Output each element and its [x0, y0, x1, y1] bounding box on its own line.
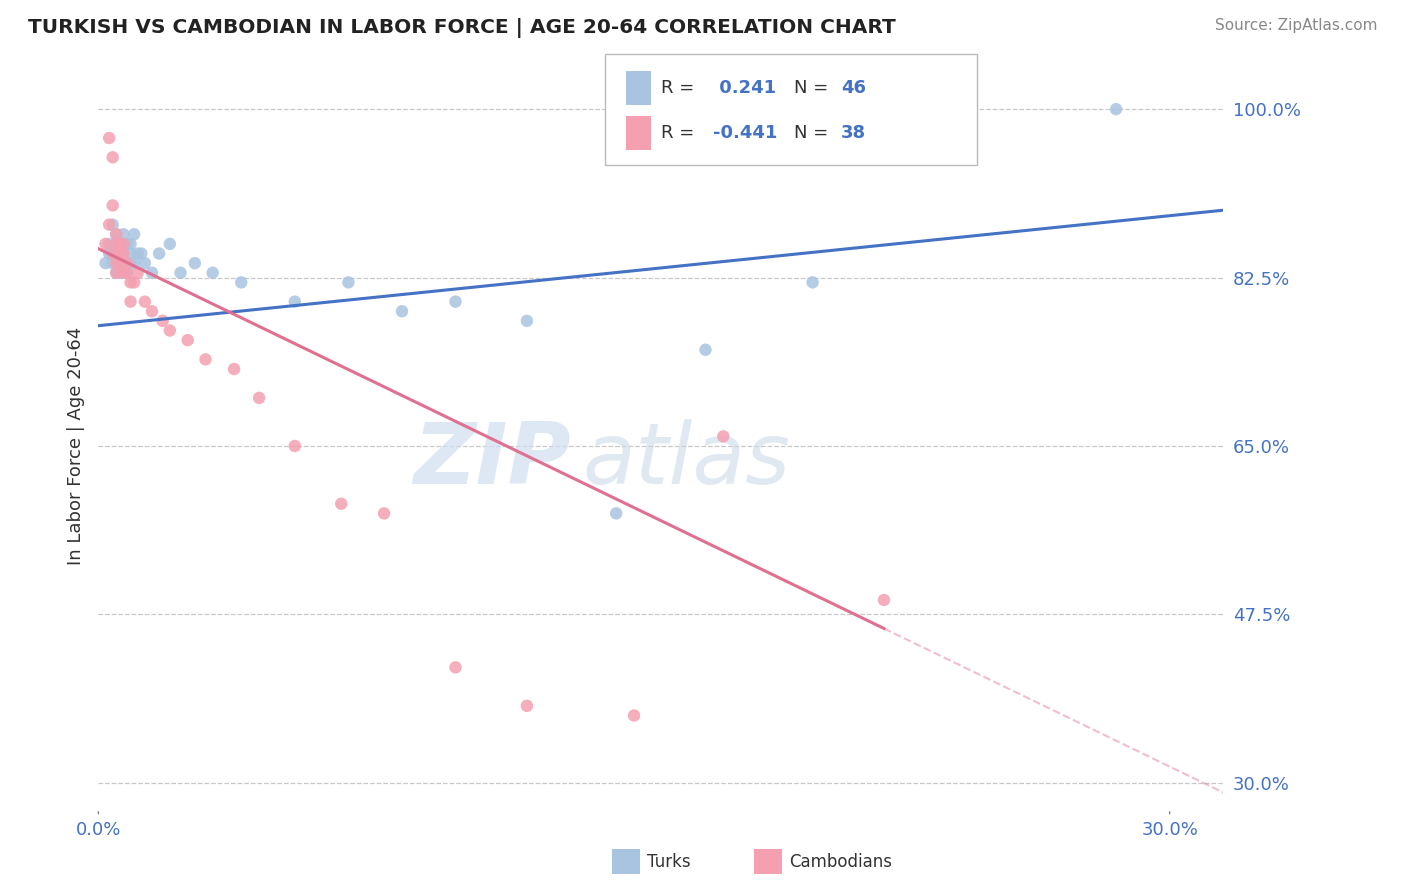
- Point: [115, 236, 138, 251]
- Point: [105, 236, 128, 251]
- Point: [108, 256, 131, 270]
- Point: [152, 314, 174, 328]
- Point: [108, 236, 131, 251]
- Point: [120, 276, 142, 290]
- Point: [516, 698, 538, 713]
- Point: [284, 439, 307, 453]
- Point: [112, 256, 135, 270]
- Text: TURKISH VS CAMBODIAN IN LABOR FORCE | AGE 20-64 CORRELATION CHART: TURKISH VS CAMBODIAN IN LABOR FORCE | AG…: [28, 18, 896, 37]
- Point: [159, 236, 181, 251]
- Point: [444, 660, 467, 674]
- Point: [98, 131, 121, 145]
- Point: [101, 218, 124, 232]
- Point: [444, 294, 467, 309]
- Point: [127, 266, 149, 280]
- Point: [623, 708, 645, 723]
- Point: [284, 294, 307, 309]
- Point: [115, 256, 138, 270]
- Point: [112, 227, 135, 242]
- Point: [112, 236, 135, 251]
- Point: [122, 256, 145, 270]
- Point: [330, 497, 353, 511]
- Point: [105, 246, 128, 260]
- Point: [115, 256, 138, 270]
- Point: [184, 256, 207, 270]
- Point: [108, 246, 131, 260]
- Point: [247, 391, 270, 405]
- Point: [176, 333, 198, 347]
- Point: [112, 236, 135, 251]
- Point: [801, 276, 824, 290]
- Point: [120, 256, 142, 270]
- Point: [873, 593, 896, 607]
- Point: [94, 256, 117, 270]
- Point: [516, 314, 538, 328]
- Point: [122, 227, 145, 242]
- Point: [391, 304, 413, 318]
- Point: [129, 246, 152, 260]
- Text: 46: 46: [841, 79, 866, 97]
- Point: [159, 324, 181, 338]
- Point: [101, 198, 124, 212]
- Point: [134, 256, 156, 270]
- Text: ZIP: ZIP: [413, 419, 571, 502]
- Point: [115, 266, 138, 280]
- Point: [105, 227, 128, 242]
- Point: [105, 256, 128, 270]
- Point: [169, 266, 191, 280]
- Point: [101, 246, 124, 260]
- Text: Cambodians: Cambodians: [789, 853, 891, 871]
- Point: [224, 362, 246, 376]
- Text: N =: N =: [794, 79, 834, 97]
- Point: [108, 256, 131, 270]
- Point: [711, 429, 734, 443]
- Text: R =: R =: [661, 124, 700, 142]
- Point: [112, 246, 135, 260]
- Point: [141, 266, 163, 280]
- Point: [120, 236, 142, 251]
- Point: [122, 276, 145, 290]
- Point: [120, 294, 142, 309]
- Point: [605, 507, 627, 521]
- Point: [148, 246, 170, 260]
- Text: Turks: Turks: [647, 853, 690, 871]
- Point: [112, 246, 135, 260]
- Point: [112, 266, 135, 280]
- Point: [1105, 102, 1128, 116]
- Point: [98, 246, 121, 260]
- Point: [98, 236, 121, 251]
- Point: [101, 246, 124, 260]
- Point: [695, 343, 717, 357]
- Point: [120, 246, 142, 260]
- Text: 0.241: 0.241: [713, 79, 776, 97]
- Point: [105, 266, 128, 280]
- Text: R =: R =: [661, 79, 700, 97]
- Point: [108, 246, 131, 260]
- Point: [201, 266, 224, 280]
- Point: [231, 276, 253, 290]
- Point: [141, 304, 163, 318]
- Point: [127, 246, 149, 260]
- Text: N =: N =: [794, 124, 834, 142]
- Text: Source: ZipAtlas.com: Source: ZipAtlas.com: [1215, 18, 1378, 33]
- Point: [101, 150, 124, 164]
- Point: [108, 266, 131, 280]
- Point: [337, 276, 360, 290]
- Text: 38: 38: [841, 124, 866, 142]
- Y-axis label: In Labor Force | Age 20-64: In Labor Force | Age 20-64: [66, 326, 84, 566]
- Text: -0.441: -0.441: [713, 124, 778, 142]
- Point: [105, 256, 128, 270]
- Point: [105, 227, 128, 242]
- Point: [373, 507, 395, 521]
- Point: [105, 236, 128, 251]
- Point: [101, 256, 124, 270]
- Point: [105, 266, 128, 280]
- Point: [194, 352, 217, 367]
- Point: [108, 236, 131, 251]
- Text: atlas: atlas: [582, 419, 790, 502]
- Point: [94, 236, 117, 251]
- Point: [115, 266, 138, 280]
- Point: [134, 294, 156, 309]
- Point: [98, 218, 121, 232]
